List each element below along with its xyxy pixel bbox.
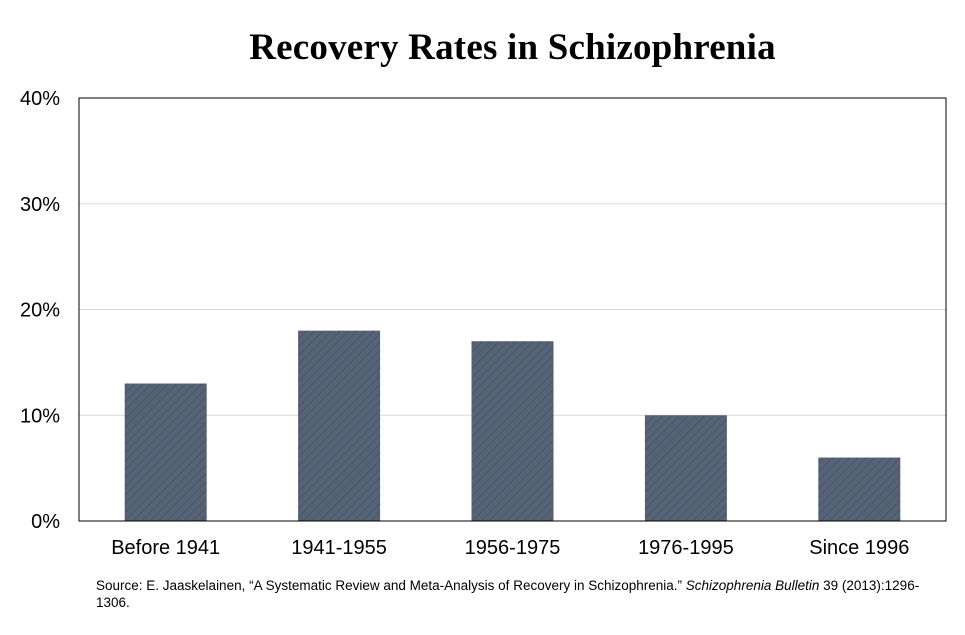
x-tick-label: 1976-1995 [638, 537, 734, 559]
y-tick-label: 10% [20, 405, 60, 427]
x-tick-label: Before 1941 [111, 537, 220, 559]
x-axis-tick-labels: Before 1941 1941-1955 1956-1975 1976-1995 Si… [111, 537, 909, 559]
bar-since-1996 [818, 457, 901, 521]
bar-before-1941 [124, 383, 207, 521]
x-tick-label: 1941-1955 [291, 537, 387, 559]
source-volume: 39 (2013):1296-1306. [96, 578, 920, 610]
bar-1941-1955 [298, 330, 381, 521]
bar-chart: 0% 10% 20% 30% 40% Before 1941 1941-1955 1956-… [20, 88, 947, 559]
bars [124, 330, 901, 521]
x-tick-label: 1956-1975 [465, 537, 561, 559]
bar-1976-1995 [644, 415, 727, 521]
source-text: Source: E. Jaaskelainen, “A Systematic R… [96, 578, 686, 593]
y-axis-tick-labels: 0% 10% 20% 30% 40% [20, 88, 60, 533]
source-citation: Source: E. Jaaskelainen, “A Systematic R… [96, 577, 946, 611]
source-journal: Schizophrenia Bulletin [685, 578, 820, 593]
y-tick-label: 0% [31, 511, 60, 533]
x-tick-label: Since 1996 [809, 537, 909, 559]
y-tick-label: 30% [20, 194, 60, 216]
chart-title: Recovery Rates in Schizophrenia [249, 27, 776, 68]
y-tick-label: 20% [20, 300, 60, 322]
bar-1956-1975 [471, 341, 554, 521]
plot-frame [78, 97, 947, 522]
y-tick-label: 40% [20, 88, 60, 110]
